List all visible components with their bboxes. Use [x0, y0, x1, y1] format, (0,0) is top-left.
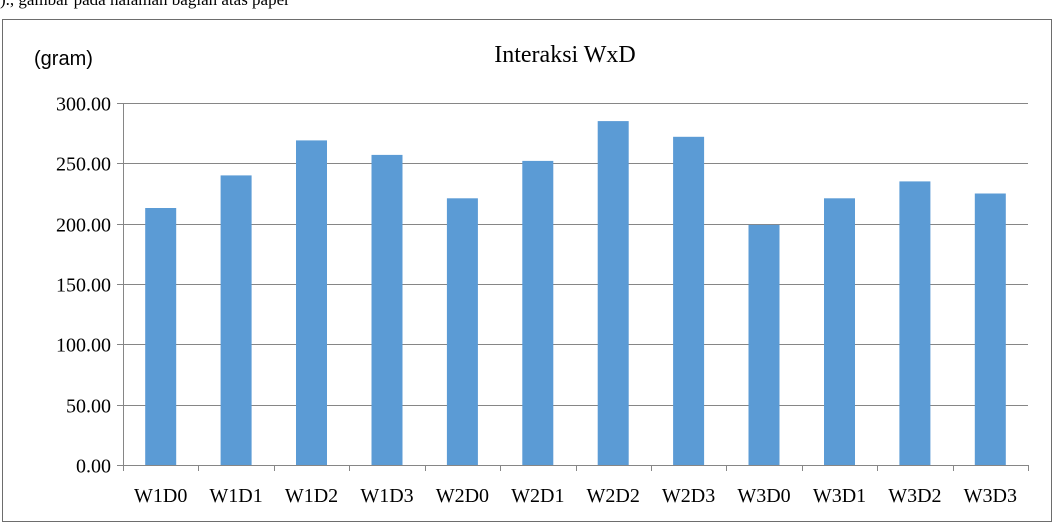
bar-w2d1: [522, 160, 554, 465]
bar-w2d0: [446, 198, 478, 466]
x-tick-label: W3D1: [813, 485, 866, 507]
x-tick-label: W3D0: [737, 485, 790, 507]
chart-title: Interaksi WxD: [494, 42, 636, 68]
x-tick-label: W2D3: [662, 485, 715, 507]
x-tick-label: W1D3: [360, 485, 413, 507]
x-tick-label: W3D2: [888, 485, 941, 507]
gridlines: [123, 103, 1028, 406]
x-tick-label: W2D1: [511, 485, 564, 507]
bar-w3d0: [748, 224, 780, 465]
x-axis: W1D0 W1D1 W1D2 W1D3 W2D0 W2D1 W2D2 W2D3 W3D0 W3D1…: [123, 465, 1029, 507]
y-tick-label: 250.00: [56, 154, 111, 176]
bar-w1d3: [371, 154, 403, 465]
y-tick-label: 200.00: [56, 215, 111, 237]
bars: [145, 121, 1006, 466]
x-tick-label: W1D2: [285, 485, 338, 507]
y-axis: 0.00 50.00 100.00 150.00 200.00 250.00 300.00: [56, 94, 124, 478]
x-tick-label: W1D0: [134, 485, 187, 507]
y-tick-label: 100.00: [56, 335, 111, 357]
bar-w3d3: [974, 193, 1006, 465]
bar-w2d3: [673, 136, 705, 466]
x-tick-label: W2D0: [436, 485, 489, 507]
x-tick-label: W3D3: [964, 485, 1017, 507]
y-tick-label: 300.00: [56, 94, 111, 116]
x-tick-label: W1D1: [209, 485, 262, 507]
bar-w1d1: [220, 175, 252, 465]
bar-w1d0: [145, 208, 177, 465]
bar-w3d1: [824, 198, 855, 466]
y-tick-label: 50.00: [66, 396, 111, 418]
top-text-fragment: )., gambar pada halaman bagian atas pape…: [0, 0, 290, 10]
y-tick-label: 0.00: [76, 456, 111, 478]
y-unit-label: (gram): [34, 48, 93, 70]
y-tick-label: 150.00: [56, 275, 111, 297]
bar-w2d2: [597, 121, 629, 465]
bar-w1d2: [296, 140, 327, 465]
x-tick-label: W2D2: [587, 485, 640, 507]
bar-w3d2: [899, 181, 931, 465]
